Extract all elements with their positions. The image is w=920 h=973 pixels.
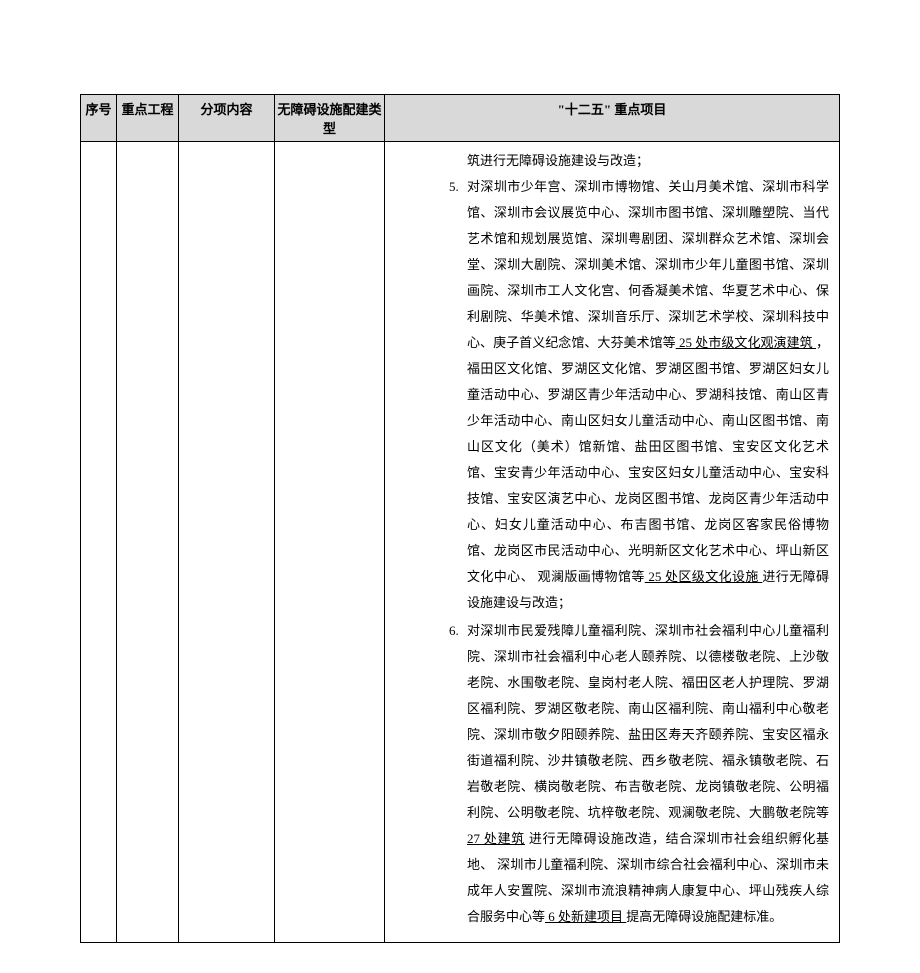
main-table: 序号 重点工程 分项内容 无障碍设施配建类型 "十二五" 重点项目 筑进行无障碍… bbox=[80, 94, 840, 943]
cell-content bbox=[179, 142, 275, 943]
item-5-pre: 对深圳市少年宫、深圳市博物馆、关山月美术馆、深圳市科学馆、深圳市会议展览中心、深… bbox=[467, 179, 829, 350]
item-6-underline-1: 27 处建筑 bbox=[467, 831, 525, 846]
cell-type bbox=[275, 142, 385, 943]
cell-key-projects: 筑进行无障碍设施建设与改造； 5. 对深圳市少年宫、深圳市博物馆、关山月美术馆、… bbox=[385, 142, 840, 943]
col-header-seq: 序号 bbox=[81, 95, 117, 142]
table-row: 筑进行无障碍设施建设与改造； 5. 对深圳市少年宫、深圳市博物馆、关山月美术馆、… bbox=[81, 142, 840, 943]
item-5: 5. 对深圳市少年宫、深圳市博物馆、关山月美术馆、深圳市科学馆、深圳市会议展览中… bbox=[395, 174, 829, 616]
col-header-content: 分项内容 bbox=[179, 95, 275, 142]
item-6-post: 提高无障碍设施配建标准。 bbox=[626, 909, 782, 924]
item-6-number: 6. bbox=[449, 618, 459, 644]
item-5-mid: ，福田区文化馆、罗湖区文化馆、罗湖区图书馆、罗湖区妇女儿童活动中心、罗湖区青少年… bbox=[467, 335, 829, 584]
item-5-underline-2: 25 处区级文化设施 bbox=[645, 569, 763, 584]
item-5-underline-1: 25 处市级文化观演建筑 bbox=[676, 335, 816, 350]
cell-project bbox=[117, 142, 179, 943]
item-6-underline-2: 6 处新建项目 bbox=[545, 909, 626, 924]
cell-seq bbox=[81, 142, 117, 943]
header-row: 序号 重点工程 分项内容 无障碍设施配建类型 "十二五" 重点项目 bbox=[81, 95, 840, 142]
item-6: 6. 对深圳市民爱残障儿童福利院、深圳市社会福利中心儿童福利院、深圳市社会福利中… bbox=[395, 618, 829, 930]
item-6-pre: 对深圳市民爱残障儿童福利院、深圳市社会福利中心儿童福利院、深圳市社会福利中心老人… bbox=[467, 623, 829, 820]
col-header-type: 无障碍设施配建类型 bbox=[275, 95, 385, 142]
item-5-number: 5. bbox=[449, 174, 459, 200]
col-header-key: "十二五" 重点项目 bbox=[385, 95, 840, 142]
col-header-project: 重点工程 bbox=[117, 95, 179, 142]
continuation-text: 筑进行无障碍设施建设与改造； bbox=[395, 148, 829, 174]
